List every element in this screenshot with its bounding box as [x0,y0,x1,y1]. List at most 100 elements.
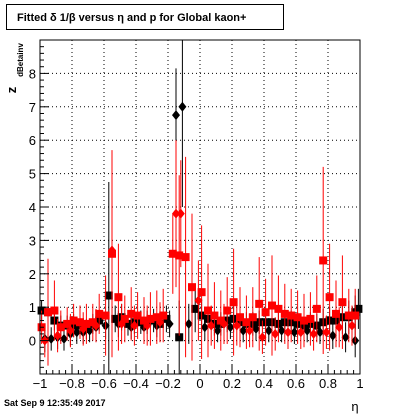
data-point-square [325,293,334,302]
data-point-square [242,318,251,327]
data-point-square [50,306,59,315]
data-point-square [76,318,84,327]
data-point-diamond [207,320,216,331]
data-point-square [229,298,238,307]
data-point-diamond [47,333,56,344]
data-point-diamond [220,318,228,329]
data-point-square [287,311,296,320]
data-point-diamond [60,333,68,344]
data-point-square [293,313,302,322]
data-point-square [175,251,184,260]
y-tick-label: 1 [29,300,36,315]
y-tick-label: 6 [29,133,36,148]
data-point-square [223,306,232,315]
data-point-square [56,323,65,332]
grid [40,40,360,374]
axes: −1 −0.8 −0.6 −0.4 −0.2 0 0.2 0.4 0.6 0.8 1 0 1 2 3 4 5 6 7… [29,39,364,391]
x-tick-label: −0.8 [59,376,85,391]
data-point-diamond [252,323,260,334]
data-point-square [69,316,78,325]
data-point-square [191,304,200,313]
data-series [37,40,363,374]
data-point-diamond [172,208,180,219]
data-point-diamond [172,110,180,121]
data-point-diamond [72,327,81,338]
data-point-diamond [53,330,62,341]
data-point-diamond [117,318,126,329]
data-point-diamond [290,327,299,338]
data-point-square [351,311,360,320]
data-point-diamond [232,320,241,331]
data-point-diamond [92,320,100,331]
data-point-square [140,316,148,325]
data-point-square [261,308,270,317]
data-point-square [95,309,104,318]
data-point-square [306,314,315,323]
data-point-diamond [271,328,280,339]
data-point-square [175,333,184,342]
data-point-square [133,311,142,320]
data-point-square [268,301,276,310]
data-point-diamond [239,325,248,336]
plot-title: Fitted δ 1/β versus η and p for Global k… [6,4,284,30]
y-axis-label: z [4,86,19,93]
data-point-diamond [309,328,318,339]
data-point-square [255,299,264,308]
data-point-square [44,308,52,317]
x-axis-label: η [351,399,358,414]
data-point-square [104,291,113,300]
data-point-square [236,313,244,322]
data-point-square [354,304,363,313]
data-point-diamond [245,325,254,336]
data-point-diamond [264,325,273,336]
data-point-square [181,253,190,262]
data-point-square [248,313,257,322]
y-tick-label: 0 [29,334,36,349]
data-point-diamond [178,101,187,112]
data-point-diamond [194,295,203,306]
data-point-square [101,311,110,320]
x-tick-label: 0.6 [287,376,305,391]
y-tick-label: 5 [29,167,36,182]
data-point-square [338,298,347,307]
data-point-square [146,314,155,323]
data-point-diamond [284,327,292,338]
data-point-square [63,319,72,328]
data-point-square [120,314,129,323]
data-point-square [114,293,123,302]
y-tick-label: 3 [29,233,36,248]
x-tick-label: −1 [33,376,48,391]
data-point-square [124,319,132,328]
data-point-square [300,316,308,325]
data-point-square [344,311,353,320]
data-point-diamond [156,317,164,328]
data-point-square [188,283,196,292]
data-point-square [152,313,161,322]
data-point-square [204,306,212,315]
data-point-square [280,309,289,318]
data-point-square [168,249,177,258]
data-point-diamond [303,325,312,336]
x-tick-label: −0.6 [91,376,117,391]
data-point-diamond [176,208,185,219]
data-point-diamond [316,327,324,338]
y-tick-label: 2 [29,267,36,282]
data-point-square [127,309,136,318]
x-tick-label: 0 [196,376,203,391]
data-point-diamond [184,318,193,329]
data-point-diamond [226,322,235,333]
y-tick-label: 7 [29,100,36,115]
data-point-diamond [85,325,94,336]
x-tick-label: 1 [356,376,363,391]
data-point-diamond [108,245,116,256]
data-point-diamond [165,318,174,329]
data-point-square [274,304,283,313]
y-tick-label: 8 [29,66,36,81]
data-point-square [332,309,340,318]
x-tick-label: −0.2 [155,376,181,391]
data-point-square [159,311,168,320]
data-point-diamond [277,325,286,336]
data-point-diamond [200,322,209,333]
data-point-square [216,316,225,325]
